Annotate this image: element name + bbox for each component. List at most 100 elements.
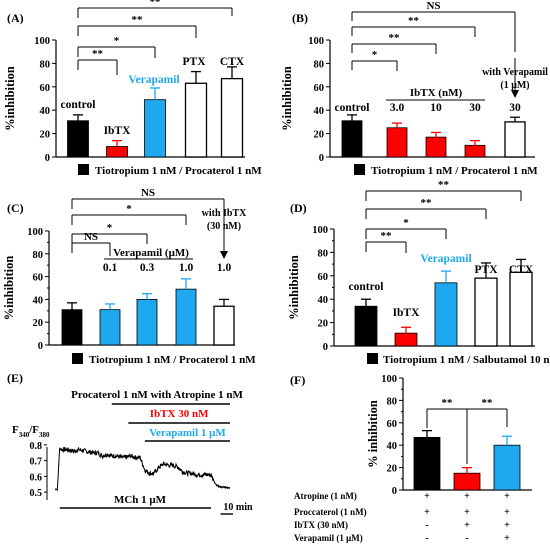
y-tick-label: 20 xyxy=(40,130,51,141)
category-label: 30 xyxy=(509,102,521,114)
bar xyxy=(453,472,481,491)
panel-e: (E) 0.5 0.6 0.7 0.8 F340/F380 Procaterol 1 nM … xyxy=(7,371,253,515)
y-label-part: /F xyxy=(28,424,39,436)
treatment-label: MCh 1 μM xyxy=(114,494,167,506)
y-axis-label: %inhibition xyxy=(280,66,294,131)
category-label: 0.1 xyxy=(103,262,118,274)
bar xyxy=(464,144,486,158)
condition-mark: + xyxy=(464,520,470,531)
category-label: CTX xyxy=(509,264,534,276)
category-label: Verapamil xyxy=(420,253,471,265)
bar xyxy=(136,298,158,346)
y-tick-label: 80 xyxy=(318,248,329,259)
y-tick-label: 20 xyxy=(318,319,329,330)
panel-label: (B) xyxy=(292,11,308,25)
bar xyxy=(341,120,363,158)
y-label-part: F xyxy=(12,424,19,436)
significance-label: * xyxy=(372,49,378,61)
y-tick-label: 40 xyxy=(318,295,329,306)
significance-label: * xyxy=(107,222,113,234)
legend-swatch xyxy=(72,353,83,364)
y-axis-label: %inhibition xyxy=(2,256,16,321)
extra-label: with IbTX xyxy=(202,208,248,219)
y-tick-label: 80 xyxy=(314,59,325,70)
extra-label: (30 nM) xyxy=(207,221,241,232)
group-label: IbTX (nM) xyxy=(410,87,463,99)
significance-label: NS xyxy=(141,187,155,199)
condition-mark: + xyxy=(464,507,470,518)
treatment-label: Verapamil 1 μM xyxy=(149,427,226,439)
y-label-subscript: 340 xyxy=(19,431,30,439)
bar xyxy=(413,436,441,491)
category-label: Verapamil xyxy=(128,74,179,86)
bar xyxy=(504,121,526,158)
bar xyxy=(220,77,244,158)
bar xyxy=(509,271,533,347)
scale-label: 10 min xyxy=(223,502,253,513)
y-tick-label: 40 xyxy=(40,106,51,117)
significance-label: * xyxy=(403,217,409,229)
significance-label: ** xyxy=(421,197,433,209)
significance-label: ** xyxy=(408,15,420,27)
category-label: control xyxy=(349,281,384,293)
y-axis-label: %inhibition xyxy=(3,66,17,131)
y-tick-label: 20 xyxy=(33,318,44,329)
bar xyxy=(175,288,197,346)
y-tick-label: 0.8 xyxy=(30,441,43,452)
significance-label: ** xyxy=(132,14,144,26)
condition-label: Atropine (1 nM) xyxy=(294,491,357,501)
bar xyxy=(394,332,418,347)
condition-mark: + xyxy=(424,491,430,502)
y-tick-label: 60 xyxy=(33,273,44,284)
arrow-head xyxy=(511,90,519,98)
bar xyxy=(434,282,458,347)
significance-label: ** xyxy=(150,0,162,8)
bar xyxy=(184,82,208,158)
panel-label: (F) xyxy=(290,373,305,387)
y-tick-label: 40 xyxy=(314,106,325,117)
significance-label: * xyxy=(126,203,132,215)
y-tick-label: 60 xyxy=(40,83,51,94)
significance-label: ** xyxy=(442,397,454,409)
bar xyxy=(493,444,521,491)
bar xyxy=(425,136,447,158)
y-tick-label: 100 xyxy=(308,36,324,47)
category-label: 10 xyxy=(430,102,442,114)
condition-mark: + xyxy=(504,507,510,518)
y-tick-label: 0 xyxy=(45,153,50,164)
panel-c: (C) 0 20 40 60 80 100 %inhibition NS * * NS 0.1 0.3 1.… xyxy=(2,187,256,366)
category-label: PTX xyxy=(475,264,499,276)
condition-mark: - xyxy=(425,533,428,544)
legend-text: Tiotropium 1 nM / Procaterol 1 nM xyxy=(89,354,256,366)
condition-mark: + xyxy=(504,520,510,531)
significance-label: ** xyxy=(381,230,393,242)
condition-mark: + xyxy=(504,533,510,544)
significance-label: NS xyxy=(426,0,440,12)
condition-label: Proccaterol (1 nM) xyxy=(294,507,367,517)
panel-a: (A)020406080100%inhibition*******control… xyxy=(3,0,262,177)
y-label-subscript: 380 xyxy=(39,431,50,439)
bar xyxy=(106,146,128,158)
panel-label: (E) xyxy=(7,371,23,385)
y-tick-label: 0 xyxy=(319,153,324,164)
category-label: 1.0 xyxy=(179,262,194,274)
condition-mark: + xyxy=(424,507,430,518)
y-tick-label: 80 xyxy=(40,59,51,70)
y-tick-label: 0.7 xyxy=(30,457,43,468)
y-tick-label: 60 xyxy=(314,83,325,94)
significance-label: NS xyxy=(84,231,98,243)
legend-swatch xyxy=(367,353,378,364)
condition-mark: + xyxy=(464,491,470,502)
y-tick-label: 80 xyxy=(33,250,44,261)
trace-line xyxy=(54,446,231,492)
significance-label: ** xyxy=(438,179,450,191)
legend-text: Tiotropium 1 nM / Procaterol 1 nM xyxy=(371,165,538,177)
y-tick-label: 40 xyxy=(387,441,398,452)
category-label: 30 xyxy=(469,102,481,114)
y-tick-label: 20 xyxy=(387,464,398,475)
y-tick-label: 100 xyxy=(27,227,43,238)
panel-label: (C) xyxy=(7,201,24,215)
category-label: 1.0 xyxy=(217,262,232,274)
bar xyxy=(354,305,378,347)
